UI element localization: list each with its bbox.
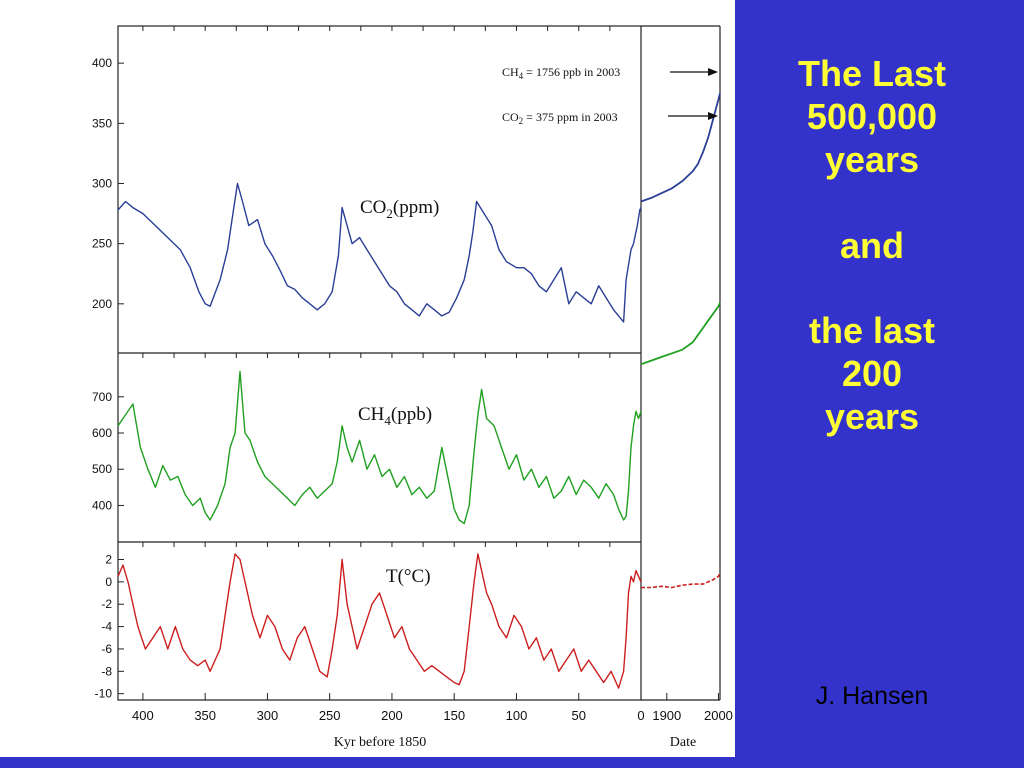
ch4-panel-label: CH4(ppb)	[358, 404, 432, 428]
ch4-series-line	[117, 370, 642, 525]
x-tick-label-kyr: 400	[132, 708, 154, 723]
x-axis-label-right: Date	[670, 735, 696, 750]
temperature-ytick-label: -6	[101, 642, 112, 656]
co2-ytick-label: 200	[92, 297, 112, 311]
x-tick-label-kyr: 300	[257, 708, 279, 723]
x-tick-label-kyr: 200	[381, 708, 403, 723]
temperature-ytick-label: -2	[101, 597, 112, 611]
co2-modern-line	[640, 92, 721, 203]
co2-panel-label: CO2(ppm)	[360, 197, 439, 221]
co2-annotation-sub: 2	[519, 116, 524, 126]
temperature-panel-label: T(°C)	[386, 566, 431, 587]
ch4-2003-annotation: CH4 = 1756 ppb in 2003	[502, 65, 620, 81]
slide-title-line	[740, 267, 1004, 309]
slide-title-line: the last	[808, 309, 936, 351]
x-axis-label-left: Kyr before 1850	[334, 735, 427, 750]
ch4-annotation-pre: CH	[502, 65, 519, 79]
ch4-ytick-label: 700	[92, 390, 112, 404]
author-credit: J. Hansen	[815, 682, 929, 710]
axis-ticks: 20025030035040040050060070020-2-4-6-8-10…	[92, 26, 733, 723]
co2-label-unit: (ppm)	[393, 197, 439, 218]
ch4-modern-line	[640, 302, 721, 366]
temperature-ytick-label: -10	[95, 687, 113, 701]
ch4-label-unit: (ppb)	[391, 404, 432, 425]
co2-annotation-post: = 375 ppm in 2003	[523, 110, 617, 124]
ch4-label-base: CH	[358, 404, 385, 425]
co2-label-base: CO	[360, 197, 386, 218]
ch4-annotation-post: = 1756 ppb in 2003	[523, 65, 620, 79]
x-tick-label-kyr: 250	[319, 708, 341, 723]
temperature-ytick-label: 0	[105, 575, 112, 589]
co2-ytick-label: 250	[92, 237, 112, 251]
ch4-ytick-label: 500	[92, 462, 112, 476]
x-tick-label-kyr: 150	[443, 708, 465, 723]
slide-title: The Last 500,000 years and the last 200 years	[740, 52, 1004, 438]
temperature-ytick-label: -4	[101, 620, 112, 634]
slide-title-line: The Last	[797, 53, 947, 94]
x-tick-label-date: 1900	[652, 708, 681, 723]
left-plot-frame	[117, 25, 642, 701]
slide-title-line	[740, 182, 1004, 224]
co2-ytick-label: 300	[92, 176, 112, 190]
temperature-modern-line	[641, 572, 721, 589]
data-series	[117, 92, 721, 689]
ch4-ytick-label: 600	[92, 426, 112, 440]
ch4-annotation-sub: 4	[519, 71, 524, 81]
temperature-ytick-label: -8	[101, 664, 112, 678]
slide-title-line: 500,000	[806, 96, 938, 138]
x-tick-label-kyr: 350	[194, 708, 216, 723]
climate-record-chart: 20025030035040040050060070020-2-4-6-8-10…	[92, 25, 733, 750]
co2-label-sub: 2	[386, 206, 393, 221]
slide-title-line: years	[824, 139, 920, 181]
co2-annotation-arrowhead	[708, 112, 718, 120]
slide-title-line: years	[824, 396, 920, 438]
temperature-ytick-label: 2	[105, 553, 112, 567]
slide-title-line: 200	[841, 352, 903, 394]
x-tick-label-kyr: 50	[572, 708, 586, 723]
ch4-annotation-arrowhead	[708, 68, 718, 76]
slide-title-line: and	[839, 224, 904, 266]
figure-panel: 200 250 300 350 400 400 500 600 700 2 0 -2 -4 -6 -8 -10…	[0, 0, 735, 757]
co2-ytick-label: 350	[92, 116, 112, 130]
x-tick-label-date: 2000	[704, 708, 733, 723]
x-tick-label-kyr: 0	[637, 708, 644, 723]
co2-annotation-pre: CO	[502, 110, 519, 124]
x-tick-label-kyr: 100	[506, 708, 528, 723]
ch4-ytick-label: 400	[92, 498, 112, 512]
ch4-label-sub: 4	[384, 413, 391, 428]
co2-series-line	[117, 182, 642, 323]
temperature-series-line	[117, 553, 642, 689]
co2-ytick-label: 400	[92, 56, 112, 70]
co2-2003-annotation: CO2 = 375 ppm in 2003	[502, 110, 618, 126]
